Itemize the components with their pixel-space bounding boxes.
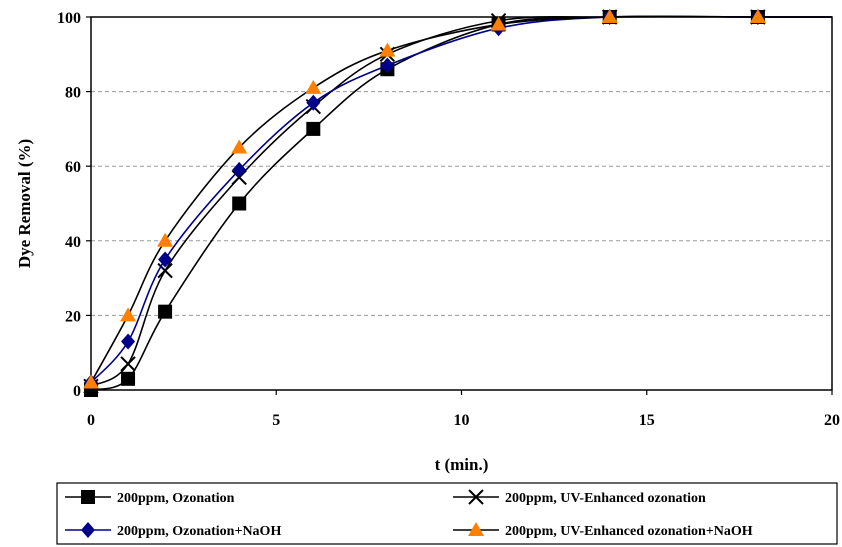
x-tick-label: 20 (824, 412, 840, 429)
x-tick-label: 10 (454, 412, 470, 429)
plot-frame (90, 16, 833, 391)
data-point (83, 374, 99, 389)
legend-marker (468, 522, 484, 536)
legend-marker (468, 489, 484, 505)
series-line (90, 15, 832, 387)
series-group (83, 9, 832, 397)
y-tick-label: 0 (73, 383, 81, 400)
legend-marker (81, 490, 95, 504)
legend-label: 200ppm, UV-Enhanced ozonation+NaOH (505, 524, 753, 539)
legend-item: 200ppm, Ozonation (65, 490, 235, 506)
y-tick-label: 40 (65, 234, 81, 251)
data-point (120, 307, 137, 322)
legend-marker (81, 522, 95, 538)
y-axis-title: Dye Removal (%) (15, 139, 34, 268)
series-line (90, 15, 832, 391)
data-point (305, 79, 322, 94)
legend: 200ppm, Ozonation 200ppm, UV-Enhanced ozo… (56, 482, 838, 545)
series-triangle (83, 9, 832, 389)
x-tick-label: 0 (87, 412, 95, 429)
data-point (157, 232, 174, 247)
data-point (231, 139, 248, 154)
data-point (380, 57, 395, 74)
gridlines (91, 16, 832, 316)
data-point (158, 251, 173, 268)
data-point (120, 356, 136, 372)
data-point (490, 16, 507, 31)
x-marker-stroke (157, 262, 173, 279)
data-point (232, 161, 247, 178)
y-tick-label: 80 (65, 85, 81, 102)
y-tick-label: 100 (57, 10, 81, 27)
x-marker-stroke (468, 489, 484, 505)
data-point (749, 9, 766, 23)
data-point (379, 42, 396, 57)
series-diamond (84, 9, 832, 391)
y-tick-label: 60 (65, 159, 81, 176)
data-point (121, 333, 136, 350)
legend-label: 200ppm, UV-Enhanced ozonation (505, 491, 706, 506)
data-point (121, 371, 136, 386)
x-marker-stroke (120, 356, 136, 372)
axes (86, 16, 833, 395)
x-tick-label: 5 (272, 412, 280, 429)
legend-item: 200ppm, UV-Enhanced ozonation (453, 489, 706, 506)
data-point (601, 9, 618, 23)
legend-item: 200ppm, Ozonation+NaOH (65, 522, 281, 539)
series-line (90, 15, 832, 384)
series-x (83, 9, 832, 394)
tick-labels: 0 20 40 60 80 100 0 5 10 15 20 (57, 10, 840, 429)
data-point (306, 94, 321, 111)
legend-box (56, 482, 838, 545)
y-tick-label: 20 (65, 308, 81, 325)
legend-label: 200ppm, Ozonation (117, 491, 235, 506)
data-point (158, 304, 173, 319)
data-point (232, 196, 247, 211)
series-square (84, 10, 832, 397)
series-line (90, 15, 832, 383)
data-point (306, 121, 321, 136)
legend-label: 200ppm, Ozonation+NaOH (117, 524, 281, 539)
x-tick-label: 15 (639, 412, 655, 429)
x-axis-title: t (min.) (435, 455, 489, 474)
legend-item: 200ppm, UV-Enhanced ozonation+NaOH (453, 522, 753, 539)
